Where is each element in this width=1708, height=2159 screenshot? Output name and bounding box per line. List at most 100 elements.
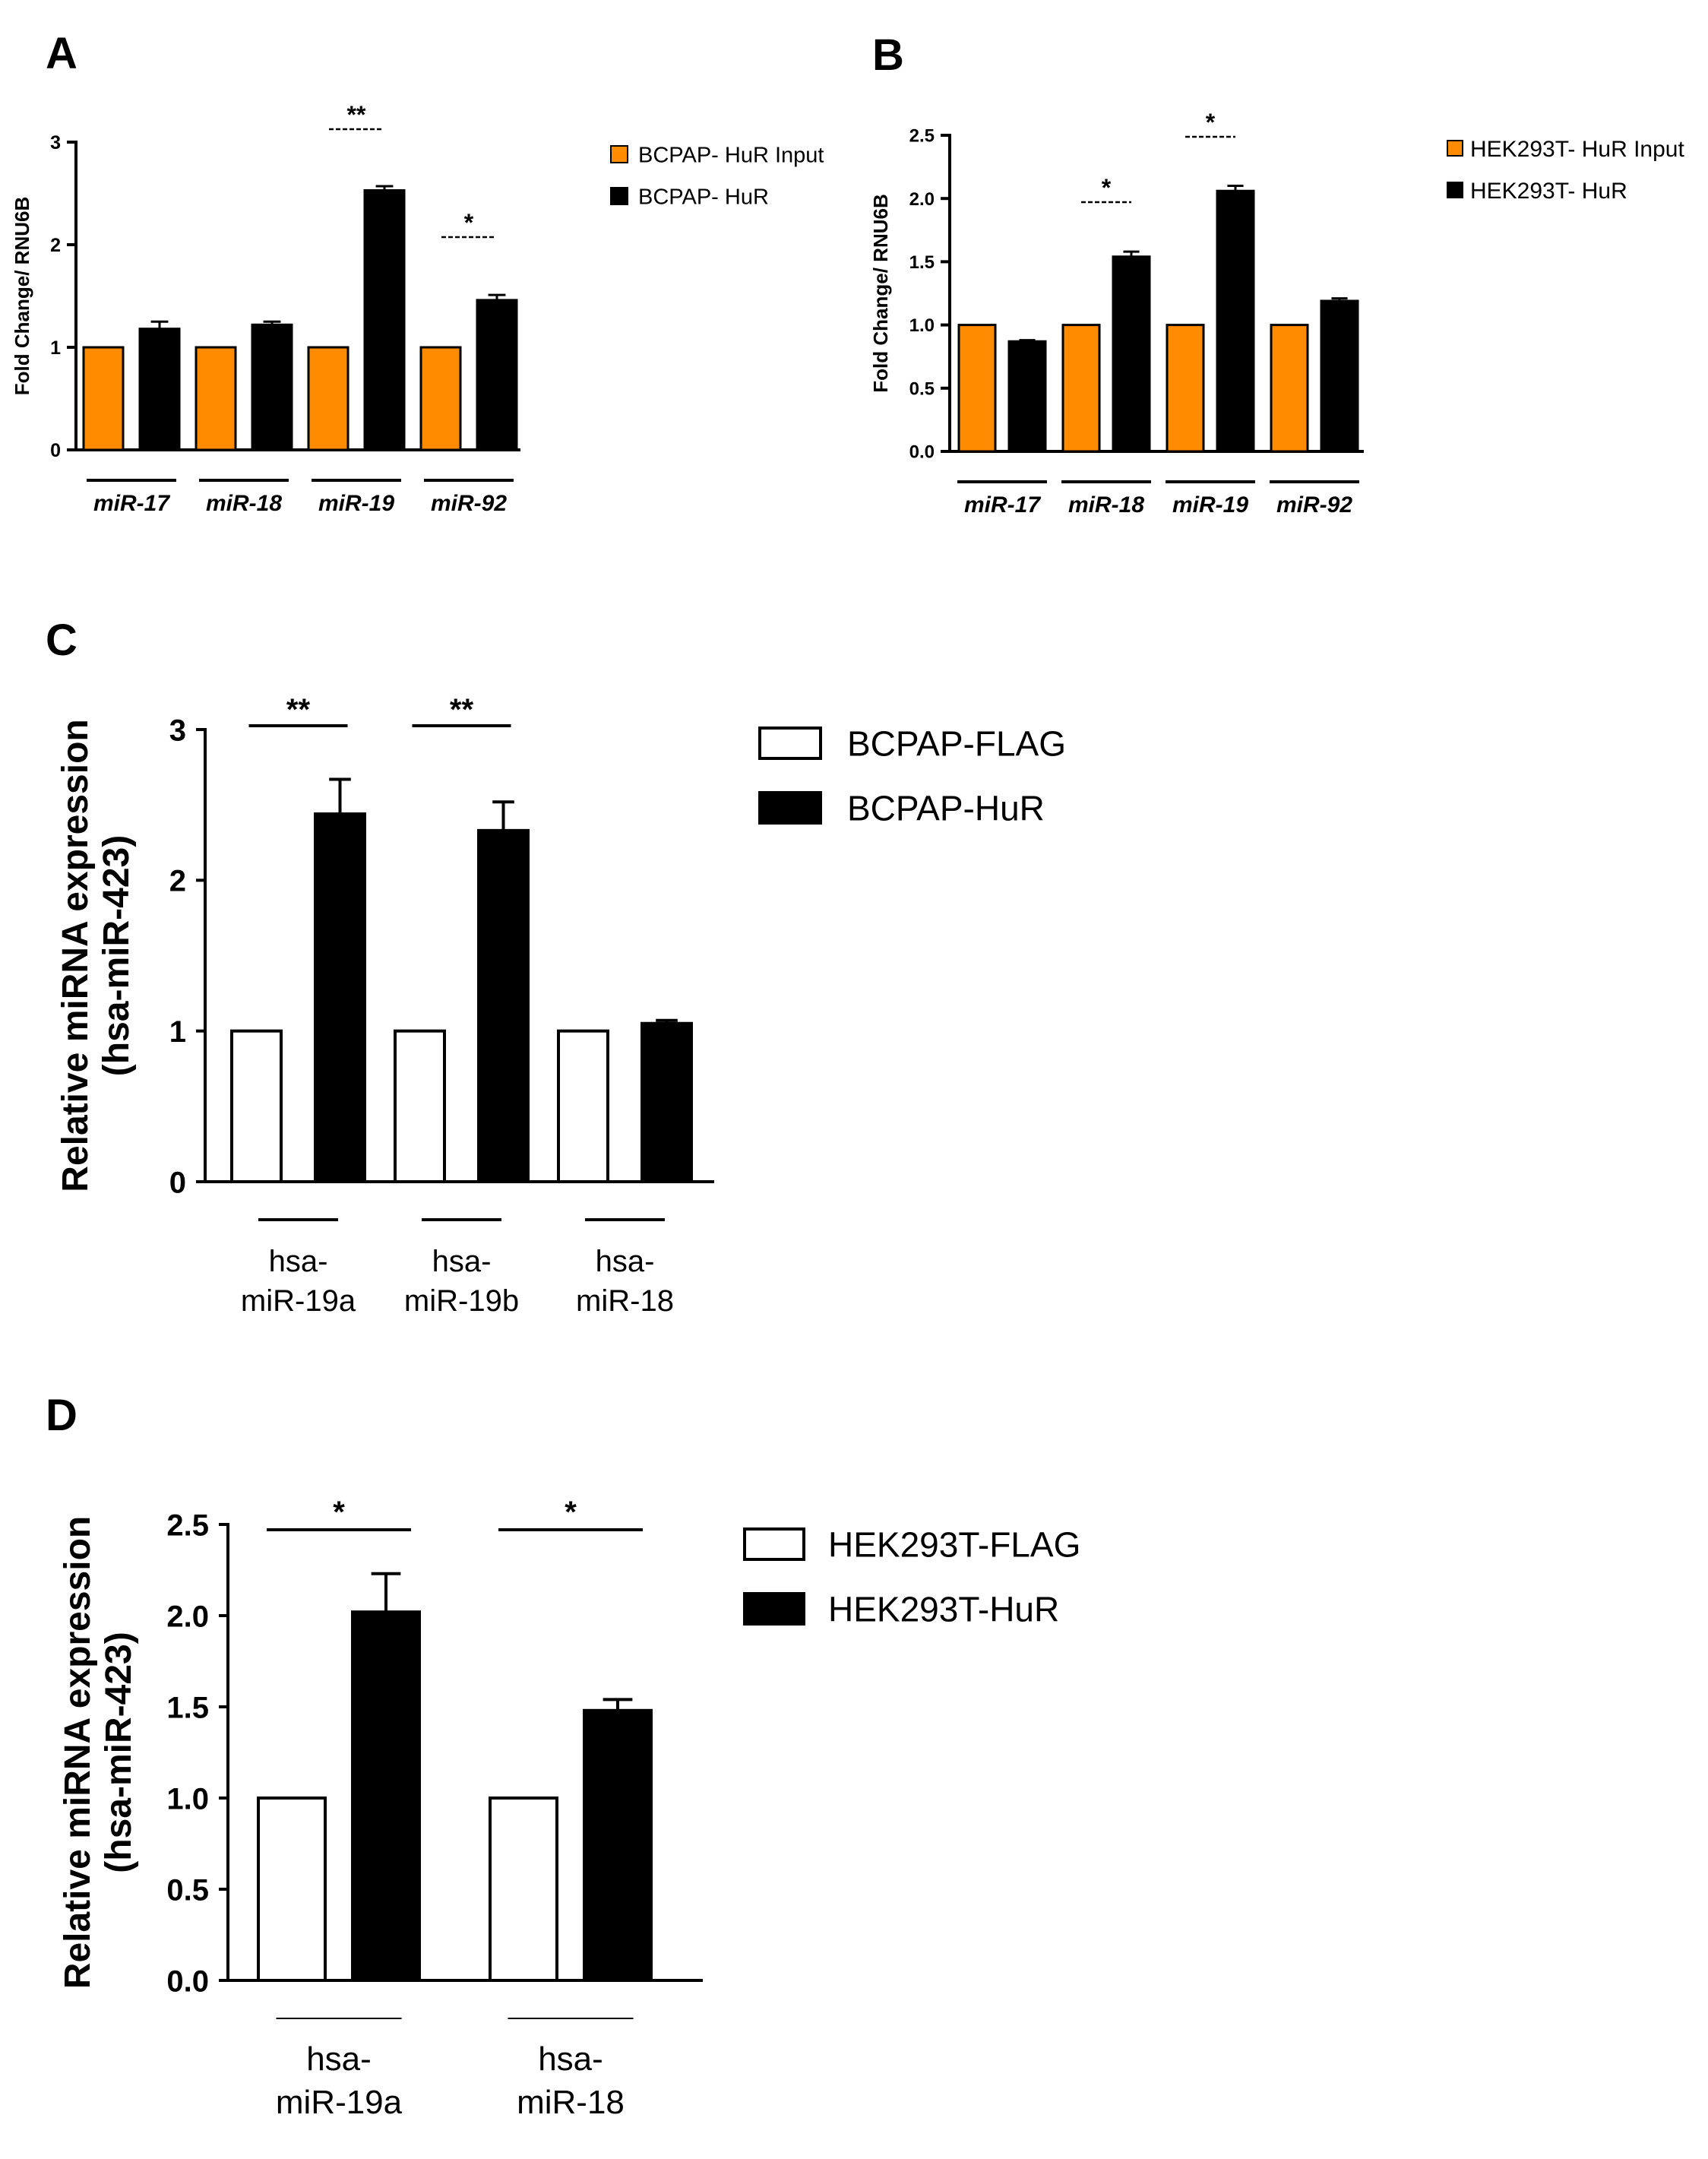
y-tick-label: 0.0 — [909, 442, 935, 463]
y-axis-label-line: (hsa-miR-423) — [99, 1632, 139, 1873]
y-axis-label: Fold Change/ RNU6B — [11, 197, 33, 395]
x-tick-label: miR-92 — [1276, 492, 1352, 518]
significance-marker: * — [1102, 174, 1112, 201]
y-axis-label: Relative miRNA expression (hsa-miR-423) — [55, 719, 137, 1192]
bar — [1216, 189, 1255, 453]
bar — [583, 1708, 653, 1983]
y-tick-label: 2.0 — [909, 189, 935, 210]
bar — [230, 1029, 283, 1183]
x-tick-label: miR-17 — [93, 491, 170, 516]
chart-panel-A: A 0 1 2 3 Fold Change/ RNU6B miR-17 miR-18 miR-1… — [11, 29, 824, 516]
chart-panel-D: D 0.0 0.5 1.0 1.5 2.0 2.5 Relative miRNA expres… — [46, 1391, 1080, 2121]
y-tick-label: 2.0 — [166, 1600, 209, 1633]
x-tick-label: hsa- — [538, 2040, 603, 2078]
bar — [557, 1029, 609, 1183]
legend-label: HEK293T-FLAG — [828, 1525, 1080, 1565]
legend-swatch — [758, 791, 822, 825]
legend-swatch — [1447, 140, 1463, 157]
y-tick-label: 1.0 — [909, 315, 935, 336]
x-tick-label: hsa- — [432, 1245, 492, 1278]
x-tick-label: miR-18 — [576, 1284, 674, 1318]
y-tick-label: 3 — [50, 132, 61, 154]
x-tick-label: miR-17 — [964, 492, 1041, 518]
legend: BCPAP-FLAG BCPAP-HuR — [758, 724, 1066, 828]
bar — [476, 299, 518, 451]
bar — [257, 1797, 327, 1982]
bar — [640, 1021, 693, 1183]
chart-panel-C: C 0 1 2 3 Relative miRNA expression (hsa-miR-4… — [46, 616, 1066, 1318]
significance-marker: ** — [347, 101, 366, 128]
panel-letter: D — [46, 1391, 77, 1440]
x-tick-label: miR-19 — [1172, 492, 1248, 518]
legend-swatch — [743, 1592, 805, 1626]
bar — [363, 188, 406, 451]
legend-label: HEK293T- HuR — [1470, 179, 1627, 204]
bar — [1320, 299, 1359, 453]
bar — [195, 346, 237, 451]
legend: HEK293T- HuR Input HEK293T- HuR — [1447, 137, 1684, 204]
bar — [1061, 324, 1101, 453]
bar — [307, 346, 350, 451]
significance-marker: * — [1206, 109, 1216, 136]
legend-swatch — [743, 1527, 805, 1561]
panel-letter: B — [872, 30, 904, 80]
x-tick-label: miR-19b — [404, 1284, 519, 1318]
panel-letter: C — [46, 616, 77, 665]
bar — [1270, 324, 1309, 453]
legend-swatch — [1447, 182, 1463, 198]
significance-marker: * — [333, 1496, 345, 1529]
legend-swatch — [610, 187, 628, 205]
y-tick-label: 1.5 — [909, 252, 935, 273]
chart-panel-B: B 0.0 0.5 1.0 1.5 2.0 2.5 Fold Change/ RNU6B miR… — [869, 30, 1684, 518]
bar — [251, 323, 293, 451]
x-tick-label: miR-92 — [431, 491, 507, 516]
x-tick-label: miR-19a — [241, 1284, 356, 1318]
legend-label: BCPAP-HuR — [847, 789, 1045, 828]
x-tick-label: miR-19a — [276, 2084, 403, 2121]
bar — [957, 324, 997, 453]
bar — [489, 1797, 558, 1982]
y-axis-label: Fold Change/ RNU6B — [869, 194, 892, 392]
bar — [419, 346, 462, 451]
bar — [138, 328, 181, 451]
significance-marker: * — [565, 1496, 577, 1529]
legend: HEK293T-FLAG HEK293T-HuR — [743, 1525, 1080, 1629]
bar — [1007, 340, 1047, 453]
y-tick-label: 0.5 — [166, 1873, 209, 1907]
y-axis-label-line: Relative miRNA expression — [58, 1516, 98, 1989]
y-axis-label: Relative miRNA expression (hsa-miR-423) — [58, 1516, 139, 1989]
x-tick-label: hsa- — [269, 1245, 328, 1278]
y-tick-label: 2 — [169, 865, 186, 898]
legend-label: BCPAP- HuR Input — [638, 143, 824, 167]
y-tick-label: 1.5 — [166, 1691, 209, 1724]
y-tick-label: 1 — [169, 1015, 186, 1049]
x-tick-label: miR-19 — [318, 491, 394, 516]
y-tick-label: 3 — [169, 714, 186, 747]
x-tick-label: hsa- — [596, 1245, 655, 1278]
x-tick-label: miR-18 — [206, 491, 282, 516]
significance-marker: * — [464, 209, 474, 236]
legend-label: HEK293T- HuR Input — [1470, 137, 1684, 162]
x-tick-label: hsa- — [306, 2040, 372, 2078]
y-tick-label: 1.0 — [166, 1782, 209, 1816]
significance-marker: ** — [286, 693, 311, 727]
bar — [477, 828, 530, 1183]
bar — [1112, 255, 1151, 453]
legend: BCPAP- HuR Input BCPAP- HuR — [610, 143, 824, 209]
y-tick-label: 1 — [50, 337, 61, 359]
x-tick-label: miR-18 — [517, 2084, 625, 2121]
bar — [82, 346, 125, 451]
legend-label: HEK293T-HuR — [828, 1590, 1059, 1629]
bar — [1166, 324, 1205, 453]
x-tick-label: miR-18 — [1068, 492, 1144, 518]
y-tick-label: 2.5 — [909, 126, 935, 147]
legend-swatch — [610, 145, 628, 163]
y-tick-label: 2 — [50, 235, 61, 256]
y-tick-label: 0 — [169, 1166, 186, 1199]
legend-label: BCPAP-FLAG — [847, 724, 1066, 764]
y-tick-label: 0.0 — [166, 1964, 209, 1998]
legend-swatch — [758, 727, 822, 760]
bar — [351, 1610, 421, 1982]
y-tick-label: 0 — [50, 440, 61, 461]
